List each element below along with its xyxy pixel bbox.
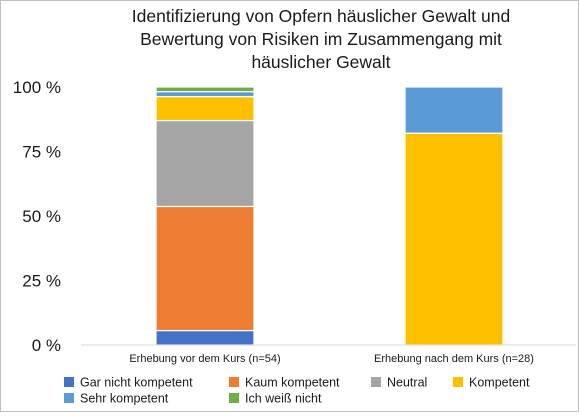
bar-segment-1-4 [155, 95, 255, 122]
legend-swatch [64, 377, 74, 387]
legend-swatch [64, 393, 74, 403]
y-tick-label: 50 % [22, 207, 61, 226]
legend-label: Ich weiß nicht [245, 392, 322, 406]
y-tick-label: 100 % [13, 78, 61, 97]
y-axis: 100 % 75 % 50 % 25 % 0 % [13, 78, 61, 355]
legend-swatch [453, 377, 463, 387]
y-tick-label: 0 % [32, 336, 61, 355]
y-tick-label: 25 % [22, 272, 61, 291]
legend-label: Kompetent [469, 376, 530, 390]
x-axis: Erhebung vor dem Kurs (n=54) Erhebung nac… [81, 344, 576, 365]
legend-label: Kaum kompetent [245, 376, 340, 390]
bar-segment-2-4 [404, 132, 504, 346]
legend-label: Gar nicht kompetent [80, 376, 193, 390]
x-category-label: Erhebung nach dem Kurs (n=28) [374, 353, 534, 365]
y-tick-label: 75 % [22, 143, 61, 162]
bar-segment-1-1 [155, 329, 255, 346]
legend-swatch [229, 393, 239, 403]
bar-segment-1-2 [155, 205, 255, 332]
legend-label: Sehr kompetent [80, 392, 169, 406]
chart-title-line-3: häuslicher Gewalt [251, 52, 390, 72]
bar-segment-1-6 [155, 86, 255, 93]
legend-swatch [229, 377, 239, 387]
chart-title-line-1: Identifizierung von Opfern häuslicher Ge… [132, 6, 510, 26]
legend-label: Neutral [387, 376, 427, 390]
bar-segment-2-5 [404, 86, 504, 134]
x-category-label: Erhebung vor dem Kurs (n=54) [129, 353, 280, 365]
bars [155, 86, 504, 346]
bar-segment-1-3 [155, 119, 255, 208]
legend: Gar nicht kompetent Kaum kompetent Neutral… [64, 376, 530, 406]
chart-title: Identifizierung von Opfern häuslicher Ge… [132, 6, 510, 72]
legend-swatch [371, 377, 381, 387]
chart-title-line-2: Bewertung von Risiken im Zusammengang mi… [140, 29, 502, 49]
bar-segment-1-5 [155, 91, 255, 98]
